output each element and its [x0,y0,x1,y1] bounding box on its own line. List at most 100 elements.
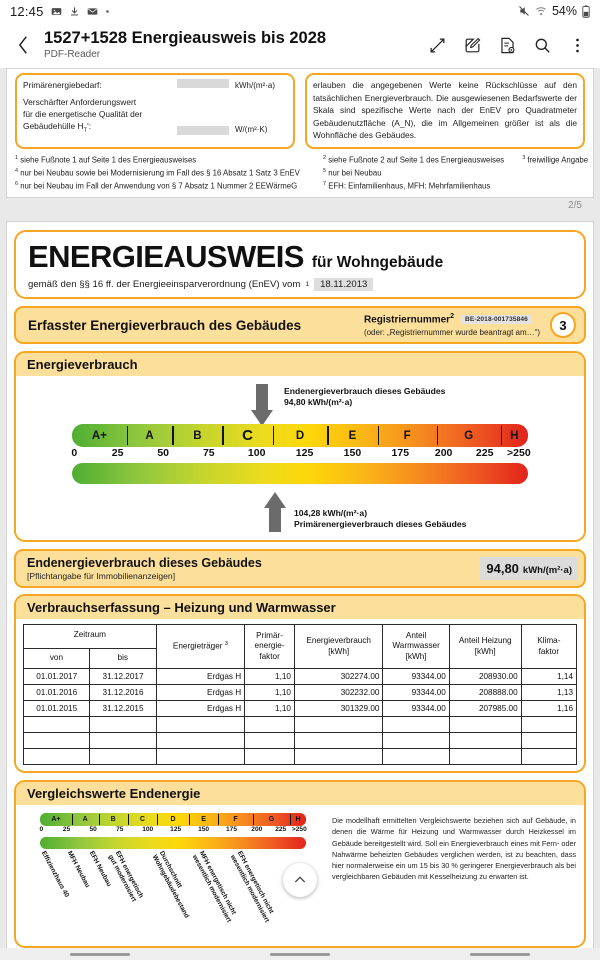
primaerenergiebedarf-unit: kWh/(m²·a) [235,81,275,90]
page-fragment: Primärenergiebedarf: kWh/(m²·a) Verschär… [7,69,593,197]
cmp-class-h: H [295,816,301,823]
cell-bis [89,748,157,765]
cell-verbrauch [293,716,384,733]
table-row[interactable] [22,748,578,765]
cell-verbrauch: 302232.00 [293,684,384,701]
cell-warmwasser: 93344.00 [382,668,450,685]
scroll-to-top-button[interactable] [283,863,317,897]
comparison-scale-ticks: 0 25 50 75 100 125 150 175 200 225 >250 [39,826,306,837]
primaerenergiebedarf-label: Primärenergiebedarf: [23,80,102,90]
certificate-subtitle: für Wohngebäude [311,254,444,271]
cell-klima [520,716,578,733]
nav-recents-indicator[interactable] [70,952,130,956]
primaerenergie-annotation: 104,28 kWh/(m²·a) Primärenergieverbrauch… [294,507,467,529]
wifi-icon [535,5,547,17]
nav-home-indicator[interactable] [270,952,330,956]
footnotes: 1 siehe Fußnote 1 auf Seite 1 des Energi… [15,154,588,194]
expand-button[interactable] [421,27,454,63]
table-row[interactable]: 01.01.2016 31.12.2016 Erdgas H 1,10 3022… [22,684,578,701]
more-options-button[interactable] [561,27,594,63]
tick-175: 175 [391,447,410,459]
page-badge: 3 [550,312,576,338]
cmp-tick-150: 150 [198,826,210,833]
table-body: 01.01.2017 31.12.2017 Erdgas H 1,10 3022… [22,668,578,765]
cell-heizung [448,732,522,749]
cell-pef [244,748,295,765]
search-button[interactable] [526,27,559,63]
energy-scale-chart: Endenergieverbrauch dieses Gebäudes 94,8… [26,382,574,532]
comparison-values-section: Vergleichswerte Endenergie A+ A B C D [14,780,586,948]
footnote-6: 6 nur bei Neubau im Fall der Anwendung v… [15,181,298,192]
cmp-tick-50: 50 [89,826,97,833]
col-energietraeger: Energieträger 3 [155,624,246,669]
duty-value: 94,80 [486,561,519,576]
table-row[interactable] [22,732,578,749]
cmp-label-effizienzhaus-40: Effizienzhaus 40 [39,850,71,899]
cell-heizung: 208888.00 [448,684,522,701]
table-row[interactable] [22,716,578,733]
cell-traeger [155,732,246,749]
cell-warmwasser: 93344.00 [382,684,450,701]
cmp-class-a-plus: A+ [51,816,61,823]
certificate-title: ENERGIEAUSWEIS [28,239,304,274]
pdf-page-previous[interactable]: Primärenergiebedarf: kWh/(m²·a) Verschär… [6,68,594,198]
cell-bis [89,716,157,733]
footnote-5: 5 nur bei Neubau [323,168,382,178]
consumption-table-heading: Verbrauchserfassung – Heizung und Warmwa… [16,596,584,619]
anforderungswert-line3: Gebäudehülle HT': [23,120,92,134]
col-primaerfaktor: Primär-energie-faktor [244,624,295,669]
cell-traeger [155,716,246,733]
col-zeitraum: Zeitraum von bis [23,624,157,669]
tick-150: 150 [343,447,362,459]
dot-icon [105,9,110,14]
footnote-4: 4 nur bei Neubau sowie bei Modernisierun… [15,168,300,178]
col-klimafaktor: Klima-faktor [520,624,578,669]
tick-250: >250 [507,447,531,459]
app-bar-actions [421,27,594,63]
anforderungswert-blank [177,126,229,136]
cmp-class-g: G [268,816,275,823]
comparison-explanation-text: Die modellhaft ermittelten Vergleichswer… [332,816,576,882]
scale-class-a: A [145,429,154,442]
cmp-tick-100: 100 [142,826,154,833]
cell-klima [520,732,578,749]
tick-0: 0 [71,447,78,459]
cmp-tick-25: 25 [62,826,71,833]
cmp-tick-225: 225 [275,826,287,833]
certificate-header-bar: Erfasster Energieverbrauch des Gebäudes … [14,306,586,344]
pdf-page-current[interactable]: ENERGIEAUSWEIS für Wohngebäude gemäß den… [6,221,594,960]
edit-button[interactable] [456,27,489,63]
pdf-scroll-area[interactable]: Primärenergiebedarf: kWh/(m²·a) Verschär… [0,68,600,960]
battery-icon [582,4,590,18]
fragment-right-box: erlauben die angegebenen Werte keine Rüc… [305,73,585,150]
edit-icon [465,37,481,52]
col-energieverbrauch: Energieverbrauch [kWh] [293,624,384,669]
cell-bis [89,732,157,749]
table-row[interactable]: 01.01.2015 31.12.2015 Erdgas H 1,10 3013… [22,700,578,717]
anforderungswert-line2: für die energetische Qualität der [23,108,143,119]
cell-verbrauch: 301329.00 [293,700,384,717]
cell-heizung [448,748,522,765]
cell-pef [244,716,295,733]
cell-verbrauch: 302274.00 [293,668,384,685]
document-settings-button[interactable] [491,27,524,63]
status-clock: 12:45 [10,3,44,19]
energy-consumption-heading: Energieverbrauch [16,353,584,376]
image-icon [51,6,62,17]
table-row[interactable]: 01.01.2017 31.12.2017 Erdgas H 1,10 3022… [22,668,578,685]
duty-subtitle: [Pflichtangabe für Immobilienanzeigen] [27,571,176,581]
cell-warmwasser [382,748,450,765]
title-block: 1527+1528 Energieausweis bis 2028 PDF-Re… [42,30,421,60]
cell-heizung: 208930.00 [448,668,522,685]
fragment-right-text: erlauben die angegebenen Werte keine Rüc… [313,80,577,141]
endenergie-annotation: Endenergieverbrauch dieses Gebäudes 94,8… [284,386,446,408]
cmp-tick-125: 125 [170,826,182,833]
cell-von: 01.01.2016 [22,684,91,701]
expand-icon [430,38,445,52]
back-button[interactable] [4,26,42,64]
cell-von: 01.01.2015 [22,700,91,717]
cmp-class-c: C [139,816,145,823]
nav-back-indicator[interactable] [470,952,530,956]
table-header-row: Zeitraum von bis Energieträger 3 Primär-… [23,624,578,669]
scale-class-g: G [464,429,474,442]
